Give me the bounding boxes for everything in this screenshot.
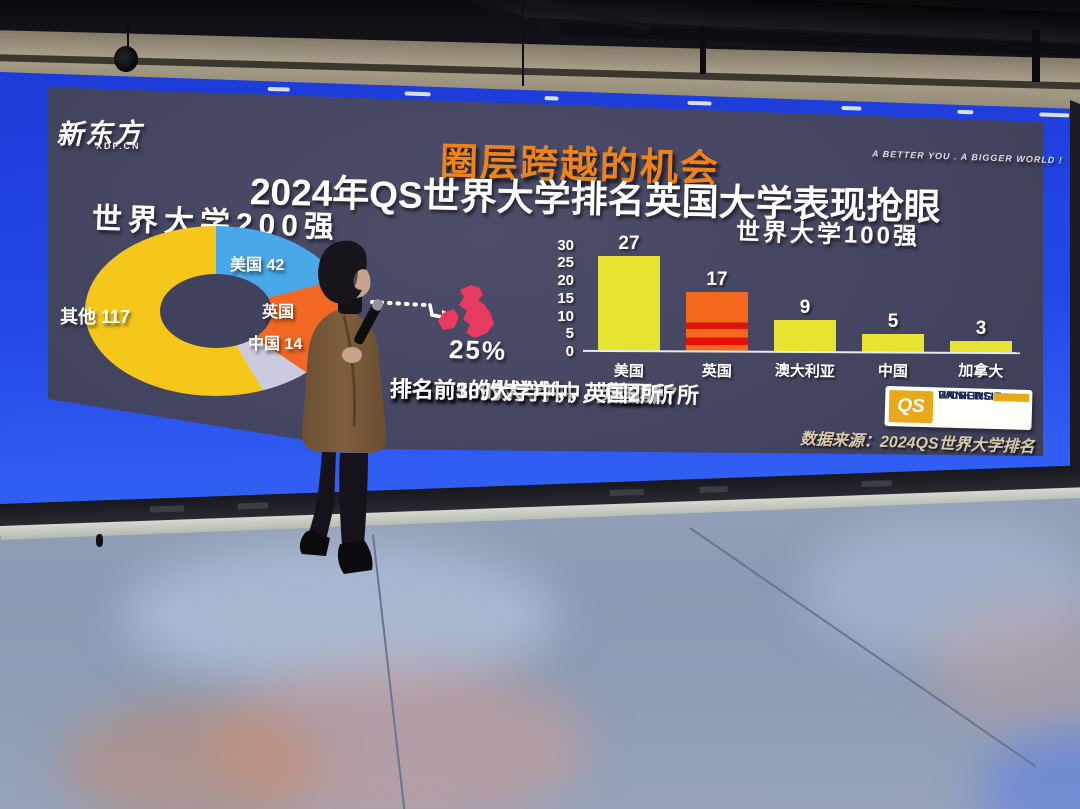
qs-rankings-logo: QS WORLD UNIVERSIT RANKINGS [884,385,1033,431]
bar-category-label: 中国 [877,362,909,381]
bar-加拿大 [950,341,1012,352]
y-tick-label: 15 [557,289,574,307]
donut-chart [85,226,347,396]
presenter-back-boot [299,530,330,556]
wall-edge-right [1070,100,1080,480]
y-tick-label: 0 [565,343,574,360]
donut-hole [160,274,272,348]
donut-label-uk: 英国 [262,304,295,321]
bar-英国 [686,292,748,352]
microphone-icon [354,301,382,345]
presenter-hair [318,240,367,304]
bar-value-label: 3 [975,318,987,339]
presenter-coat-fold [342,315,357,427]
y-tick-label: 25 [557,254,574,272]
donut-label-usa: 美国 42 [230,257,285,274]
hanging-spotlight [114,46,138,72]
bar-category-label: 澳大利亚 [774,362,836,381]
presenter-coat [301,310,387,453]
presenter-back-leg [308,452,336,540]
bar-value-label: 17 [706,269,728,290]
y-tick-label: 10 [557,307,574,325]
ceiling-support [700,26,706,74]
qs-logo-mark: QS [888,390,934,424]
ceiling-support [1032,30,1040,82]
y-tick-label: 20 [557,272,574,289]
donut-label-china: 中国 14 [248,336,303,353]
qs-logo-gold-bar [993,392,1030,402]
uk-percentage-label: 25% [448,333,508,367]
bar-value-label: 27 [618,233,640,254]
presenter-front-boot [337,540,373,574]
donut-label-other: 其他 117 [60,307,131,327]
microphone-head [372,299,384,311]
floor-blue-glow [980,730,1080,809]
bar-chart-plot: 27 美国 17 英国 9 澳大利亚 5 中国 3 加拿大 [585,233,1025,385]
hanging-cable [127,0,129,50]
bar-中国 [862,334,924,352]
bar-value-label: 9 [799,297,811,318]
bar-value-label: 5 [887,311,899,332]
xdf-brand-url: XDF.CN [96,141,141,151]
bar-category-label: 加拿大 [958,362,1004,381]
floor-warm-reflection [60,700,320,809]
hanging-cable [522,0,524,86]
bar-category-label: 英国 [701,362,733,381]
floor [0,498,1080,809]
bar-美国 [598,256,660,352]
bar-澳大利亚 [774,320,836,352]
bar-category-label: 美国 [613,362,645,381]
fact-line: 排名前3的大学中， 英国2所 [389,376,663,408]
y-tick-label: 30 [557,236,574,254]
wall-mark [96,534,103,547]
uk-map-icon [438,285,494,338]
presenter-front-leg [339,453,368,546]
bar-y-axis: 0 5 10 15 20 25 30 [538,236,578,371]
presenter [299,240,387,574]
y-tick-label: 5 [565,325,574,343]
presenter-hand [342,347,362,363]
qs-logo-text: WORLD UNIVERSIT RANKINGS [938,389,1002,404]
